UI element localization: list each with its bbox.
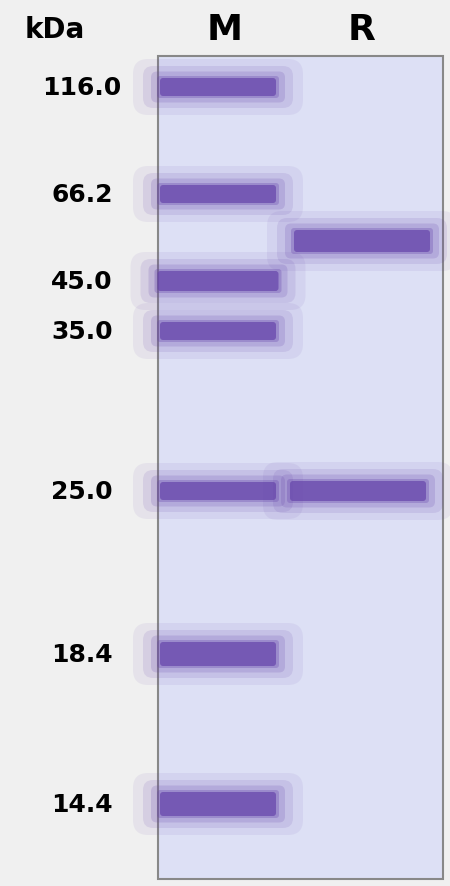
FancyBboxPatch shape [130,253,306,311]
FancyBboxPatch shape [294,230,430,253]
FancyBboxPatch shape [151,476,285,507]
Text: 35.0: 35.0 [51,320,113,344]
FancyBboxPatch shape [160,186,276,204]
FancyBboxPatch shape [133,304,303,360]
Text: M: M [207,13,243,47]
FancyBboxPatch shape [157,790,279,818]
FancyBboxPatch shape [151,786,285,822]
FancyBboxPatch shape [140,260,296,304]
Text: 116.0: 116.0 [42,76,122,100]
FancyBboxPatch shape [157,321,279,343]
FancyBboxPatch shape [160,792,276,816]
FancyBboxPatch shape [263,462,450,520]
FancyBboxPatch shape [133,623,303,685]
FancyBboxPatch shape [133,167,303,222]
FancyBboxPatch shape [133,773,303,835]
FancyBboxPatch shape [143,780,293,828]
Text: 18.4: 18.4 [51,642,113,666]
FancyBboxPatch shape [157,183,279,206]
FancyBboxPatch shape [133,60,303,116]
Text: R: R [348,13,376,47]
FancyBboxPatch shape [267,212,450,272]
FancyBboxPatch shape [285,224,439,260]
Text: 66.2: 66.2 [51,183,113,206]
FancyBboxPatch shape [143,630,293,679]
FancyBboxPatch shape [143,67,293,109]
FancyBboxPatch shape [160,323,276,340]
FancyBboxPatch shape [160,483,276,501]
FancyBboxPatch shape [273,470,443,513]
Text: 45.0: 45.0 [51,269,113,293]
FancyBboxPatch shape [160,642,276,666]
FancyBboxPatch shape [143,470,293,512]
FancyBboxPatch shape [148,265,288,299]
Text: 25.0: 25.0 [51,479,113,503]
FancyBboxPatch shape [158,57,443,879]
FancyBboxPatch shape [157,480,279,502]
FancyBboxPatch shape [151,316,285,347]
FancyBboxPatch shape [158,272,279,291]
FancyBboxPatch shape [291,229,433,254]
FancyBboxPatch shape [160,79,276,97]
FancyBboxPatch shape [277,219,447,265]
FancyBboxPatch shape [143,311,293,353]
FancyBboxPatch shape [281,475,435,508]
FancyBboxPatch shape [143,174,293,216]
FancyBboxPatch shape [133,463,303,519]
FancyBboxPatch shape [157,77,279,99]
FancyBboxPatch shape [290,481,426,501]
FancyBboxPatch shape [287,479,429,503]
FancyBboxPatch shape [154,269,282,293]
Text: kDa: kDa [25,16,85,44]
FancyBboxPatch shape [151,636,285,672]
FancyBboxPatch shape [157,641,279,668]
FancyBboxPatch shape [151,73,285,104]
FancyBboxPatch shape [151,179,285,210]
Text: 14.4: 14.4 [51,792,113,816]
